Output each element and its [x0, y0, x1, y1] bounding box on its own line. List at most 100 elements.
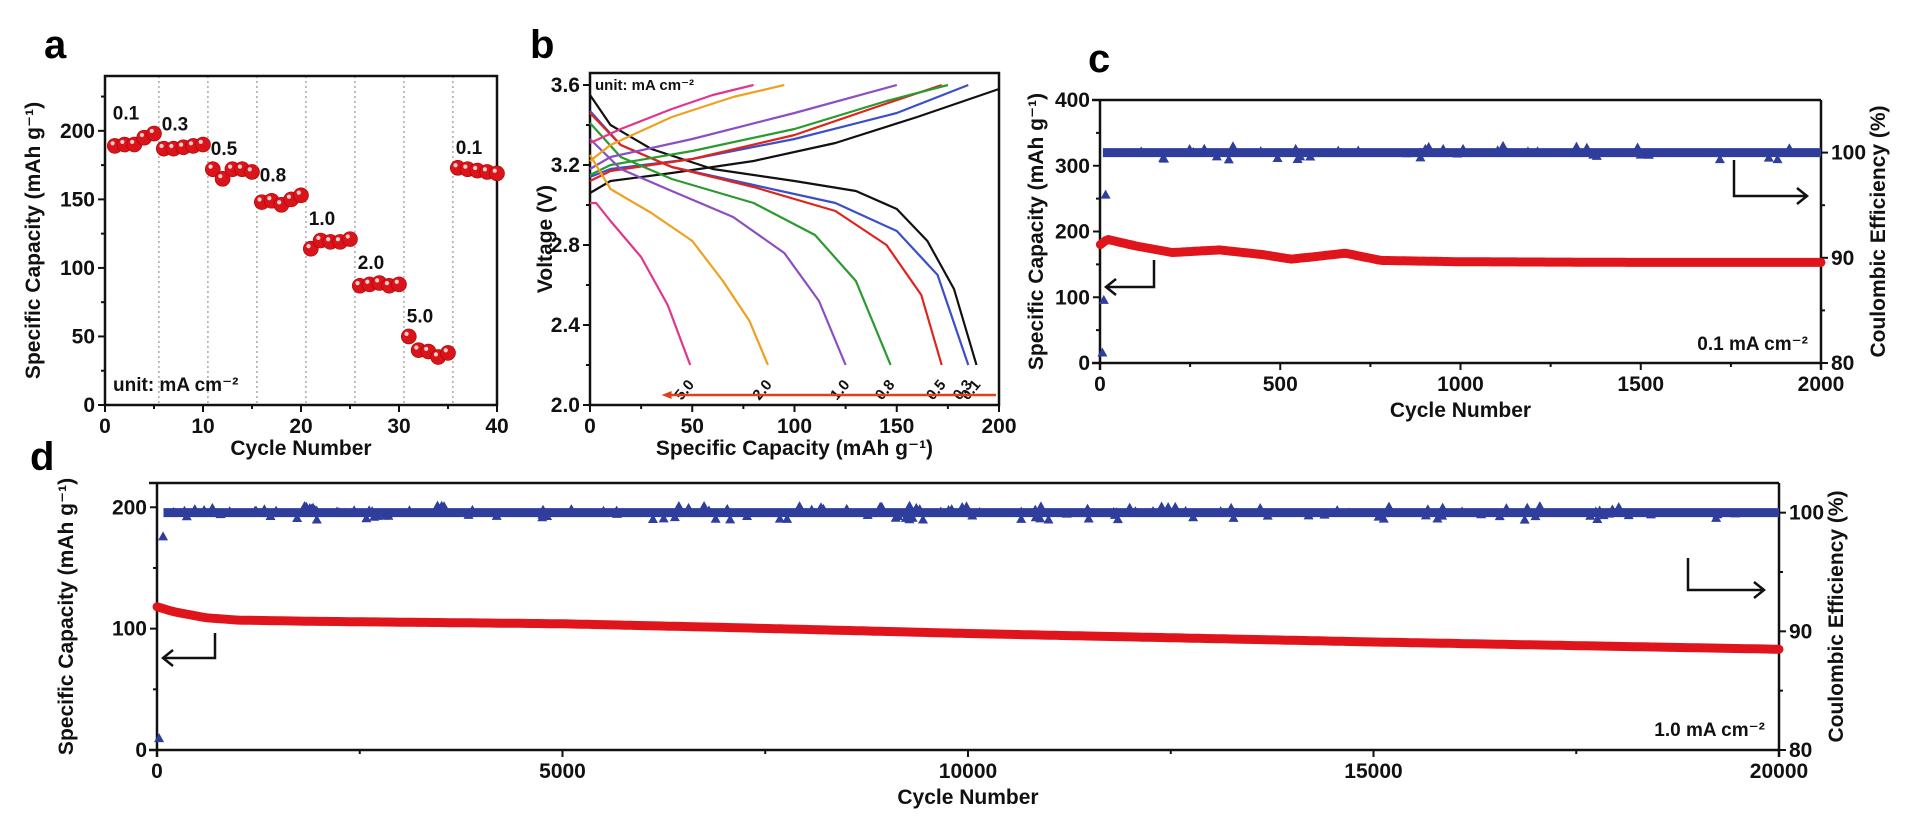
efficiency-point: [1581, 144, 1592, 154]
y-right-tick-label: 90: [1831, 247, 1854, 270]
data-point: [244, 164, 260, 180]
right-axis-arrowhead: [1753, 581, 1767, 599]
data-point-highlight: [198, 139, 203, 145]
y-tick-label: 100: [1055, 286, 1090, 309]
rate-annotation: 0.1 mA cm⁻²: [1697, 334, 1808, 355]
efficiency-point: [1438, 143, 1449, 153]
efficiency-point: [841, 503, 852, 513]
discharge-curve: [589, 94, 978, 366]
efficiency-point: [1604, 508, 1615, 518]
data-point-highlight: [482, 167, 488, 172]
efficiency-point: [207, 502, 218, 512]
efficiency-point: [404, 505, 415, 515]
rate-group: [205, 161, 260, 187]
x-tick-label: 20: [289, 415, 312, 438]
y-right-tick-label: 80: [1831, 352, 1854, 375]
data-point-highlight: [414, 345, 419, 350]
efficiency-point: [647, 513, 658, 523]
efficiency-point: [1303, 510, 1314, 520]
efficiency-point: [1061, 508, 1072, 518]
charge-curve: [589, 83, 949, 176]
y-tick-label: 100: [60, 257, 95, 280]
left-axis-arrow: [1106, 260, 1156, 289]
data-point-highlight: [453, 163, 458, 168]
data-point-highlight: [237, 164, 243, 169]
efficiency-point: [1534, 501, 1545, 511]
efficiency-point: [538, 504, 549, 514]
left-axis-arrowhead: [160, 649, 174, 667]
efficiency-point: [557, 507, 568, 517]
efficiency-point: [215, 509, 226, 519]
data-point-highlight: [179, 142, 184, 147]
data-point-highlight: [473, 165, 478, 171]
efficiency-point: [1199, 143, 1210, 153]
efficiency-point: [1714, 154, 1725, 164]
efficiency-point: [1226, 502, 1237, 512]
data-point: [293, 187, 309, 204]
efficiency-point: [1494, 511, 1505, 521]
efficiency-point: [1423, 141, 1434, 151]
y-tick-label: 3.2: [551, 154, 580, 177]
left-axis-arrowhead: [1103, 278, 1117, 296]
efficiency-point: [1422, 504, 1433, 514]
rate-label: 1.0: [309, 209, 335, 230]
panel-label: d: [30, 435, 54, 479]
rate-annotation: 1.0 mA cm⁻²: [1654, 720, 1765, 741]
efficiency-point: [1632, 142, 1643, 152]
rate-label: 2.0: [749, 377, 775, 404]
data-point-highlight: [316, 235, 321, 240]
panel-label: b: [530, 23, 554, 67]
efficiency-point: [1156, 501, 1167, 511]
data-point-highlight: [169, 143, 174, 149]
data-point-highlight: [433, 352, 439, 357]
efficiency-point: [673, 500, 684, 510]
panel-label: a: [44, 23, 67, 67]
efficiency-point: [1035, 513, 1046, 523]
y-right-tick-label: 90: [1789, 620, 1812, 643]
efficiency-point: [1772, 154, 1783, 164]
efficiency-point: [1043, 514, 1054, 524]
efficiency-point: [537, 509, 548, 519]
data-point-highlight: [375, 278, 380, 283]
y-tick-label: 2.0: [551, 394, 580, 417]
data-point-highlight: [296, 190, 301, 195]
discharge-curve: [590, 201, 692, 366]
efficiency-point: [1530, 511, 1541, 521]
efficiency-point: [1333, 145, 1344, 155]
efficiency-point: [1255, 146, 1266, 156]
data-point-highlight: [149, 128, 154, 134]
efficiency-point: [943, 504, 954, 514]
efficiency-point: [1598, 510, 1609, 520]
x-tick-label: 15000: [1344, 760, 1402, 783]
efficiency-point: [566, 504, 577, 514]
efficiency-point: [1383, 501, 1394, 511]
discharge-curve: [589, 122, 892, 366]
efficiency-point: [349, 505, 360, 515]
efficiency-point: [199, 505, 210, 515]
efficiency-point: [265, 511, 276, 521]
efficiency-point: [1136, 146, 1147, 156]
y-tick-label: 2.8: [551, 234, 581, 257]
data-point-highlight: [306, 244, 311, 249]
data-point-highlight: [394, 279, 399, 284]
rate-group: [253, 187, 309, 213]
data-point-highlight: [218, 174, 223, 179]
x-tick-label: 10000: [939, 760, 997, 783]
efficiency-point: [1613, 502, 1624, 512]
efficiency-point: [1420, 510, 1431, 520]
efficiency-point: [1571, 141, 1582, 151]
x-tick-label: 1500: [1617, 373, 1664, 396]
data-point-highlight: [424, 346, 429, 352]
rate-label: 0.8: [872, 377, 898, 404]
efficiency-point: [1098, 294, 1109, 304]
data-point-highlight: [404, 331, 409, 336]
efficiency-point: [1030, 504, 1041, 514]
efficiency-point: [1188, 146, 1199, 156]
efficiency-point: [1163, 502, 1174, 512]
efficiency-point: [1522, 502, 1533, 512]
efficiency-point: [742, 511, 753, 521]
efficiency-point: [1378, 513, 1389, 523]
efficiency-point: [710, 513, 721, 523]
efficiency-point: [806, 504, 817, 514]
charge-curve: [589, 83, 898, 170]
